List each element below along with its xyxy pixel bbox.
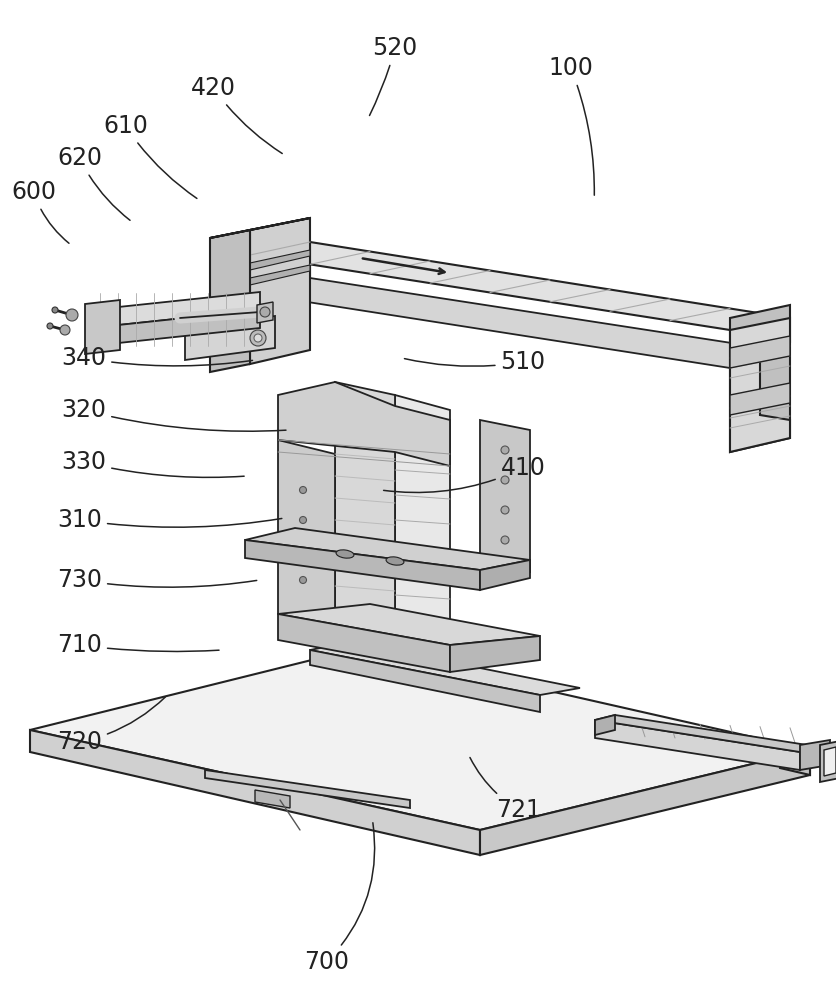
Polygon shape	[278, 440, 334, 628]
Polygon shape	[309, 642, 579, 695]
Polygon shape	[85, 300, 120, 354]
Polygon shape	[729, 318, 789, 452]
Circle shape	[750, 397, 758, 405]
Circle shape	[299, 576, 306, 584]
Polygon shape	[309, 650, 539, 712]
Text: 710: 710	[57, 633, 219, 657]
Circle shape	[501, 506, 508, 514]
Polygon shape	[257, 302, 273, 323]
Text: 730: 730	[57, 568, 257, 592]
Polygon shape	[334, 382, 395, 644]
Polygon shape	[90, 310, 260, 346]
Circle shape	[250, 330, 266, 346]
Polygon shape	[255, 790, 289, 808]
Circle shape	[770, 394, 778, 402]
Polygon shape	[729, 305, 789, 452]
Polygon shape	[30, 648, 809, 830]
Polygon shape	[250, 242, 309, 293]
Polygon shape	[278, 604, 539, 645]
Circle shape	[501, 476, 508, 484]
Ellipse shape	[336, 550, 354, 558]
Text: 410: 410	[383, 456, 545, 493]
Polygon shape	[250, 242, 789, 330]
Text: 610: 610	[103, 114, 196, 198]
Polygon shape	[250, 250, 309, 270]
Text: 310: 310	[57, 508, 282, 532]
Polygon shape	[210, 218, 309, 238]
Polygon shape	[250, 278, 789, 368]
Text: 340: 340	[61, 346, 252, 370]
Circle shape	[501, 536, 508, 544]
Polygon shape	[479, 560, 529, 590]
Polygon shape	[278, 614, 450, 672]
Polygon shape	[479, 750, 809, 855]
Polygon shape	[245, 540, 479, 590]
Circle shape	[299, 546, 306, 554]
Text: 600: 600	[11, 180, 69, 243]
Text: 620: 620	[57, 146, 130, 220]
Polygon shape	[729, 336, 789, 368]
Ellipse shape	[385, 557, 404, 565]
Circle shape	[750, 350, 758, 358]
Polygon shape	[250, 218, 309, 364]
Polygon shape	[185, 316, 275, 360]
Text: 510: 510	[404, 350, 545, 374]
Circle shape	[52, 307, 58, 313]
Text: 700: 700	[303, 823, 375, 974]
Circle shape	[60, 325, 70, 335]
Text: 420: 420	[191, 76, 282, 154]
Text: 330: 330	[61, 450, 244, 477]
Polygon shape	[799, 740, 829, 770]
Circle shape	[770, 347, 778, 355]
Polygon shape	[729, 383, 789, 415]
Text: 721: 721	[469, 757, 541, 822]
Circle shape	[299, 516, 306, 524]
Polygon shape	[90, 292, 260, 328]
Text: 100: 100	[548, 56, 594, 195]
Polygon shape	[205, 770, 410, 808]
Polygon shape	[450, 636, 539, 672]
Circle shape	[501, 446, 508, 454]
Text: 520: 520	[369, 36, 417, 116]
Polygon shape	[30, 730, 479, 855]
Polygon shape	[395, 395, 450, 660]
Polygon shape	[594, 720, 799, 770]
Polygon shape	[594, 715, 819, 752]
Polygon shape	[210, 230, 250, 372]
Polygon shape	[594, 715, 614, 735]
Text: 320: 320	[61, 398, 286, 431]
Polygon shape	[278, 382, 450, 466]
Text: 720: 720	[57, 697, 166, 754]
Circle shape	[47, 323, 53, 329]
Polygon shape	[245, 528, 529, 570]
Polygon shape	[250, 265, 309, 285]
Polygon shape	[779, 744, 809, 775]
Polygon shape	[823, 747, 835, 776]
Circle shape	[299, 487, 306, 493]
Circle shape	[66, 309, 78, 321]
Polygon shape	[479, 420, 529, 572]
Circle shape	[260, 307, 270, 317]
Circle shape	[253, 334, 262, 342]
Polygon shape	[819, 741, 836, 782]
